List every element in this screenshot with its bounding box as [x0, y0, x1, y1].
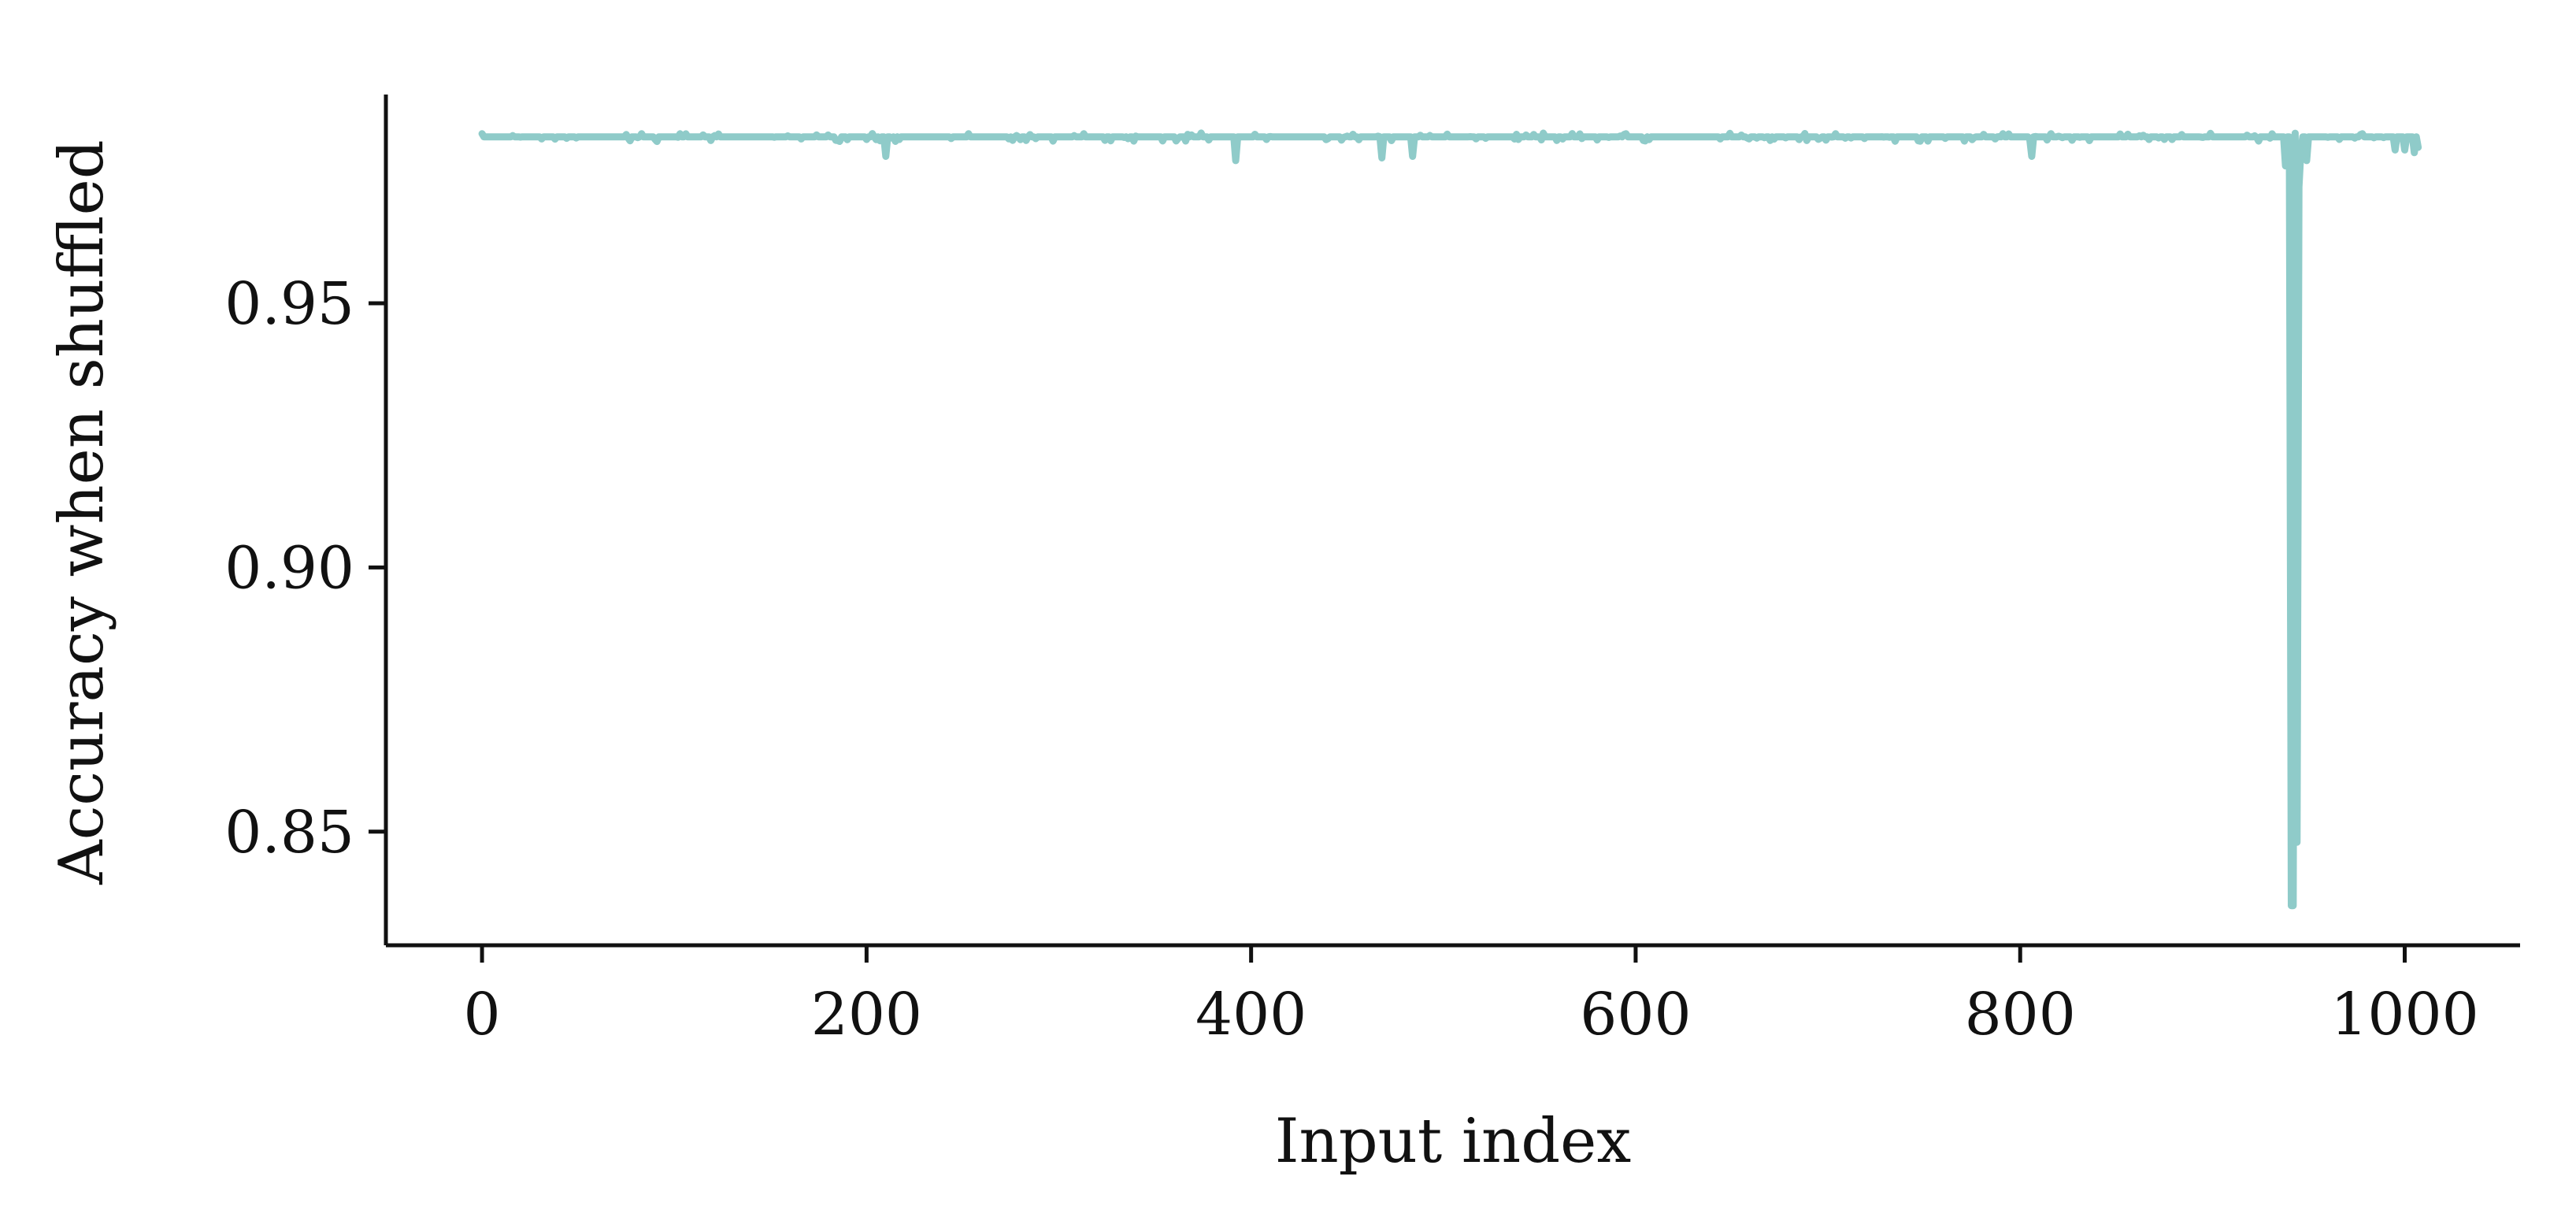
- x-tick-label: 200: [811, 981, 922, 1048]
- axes: 0 200 400 600 800 1000 0.85 0.90 0.95: [224, 95, 2520, 1048]
- y-axis-label: Accuracy when shuffled: [46, 139, 117, 885]
- x-tick-label: 600: [1580, 981, 1691, 1048]
- x-tick-label: 800: [1965, 981, 2076, 1048]
- accuracy-series-line: [478, 129, 2422, 910]
- axis-labels: Input index Accuracy when shuffled: [46, 139, 1631, 1177]
- y-tick-label: 0.90: [224, 534, 354, 602]
- y-tick-label: 0.85: [224, 799, 354, 866]
- x-tick-label: 0: [464, 981, 501, 1048]
- x-axis-label: Input index: [1275, 1106, 1632, 1177]
- y-tick-label: 0.95: [224, 270, 354, 338]
- x-tick-label: 400: [1195, 981, 1307, 1048]
- x-tick-label: 1000: [2330, 981, 2478, 1048]
- series-group: [478, 129, 2422, 910]
